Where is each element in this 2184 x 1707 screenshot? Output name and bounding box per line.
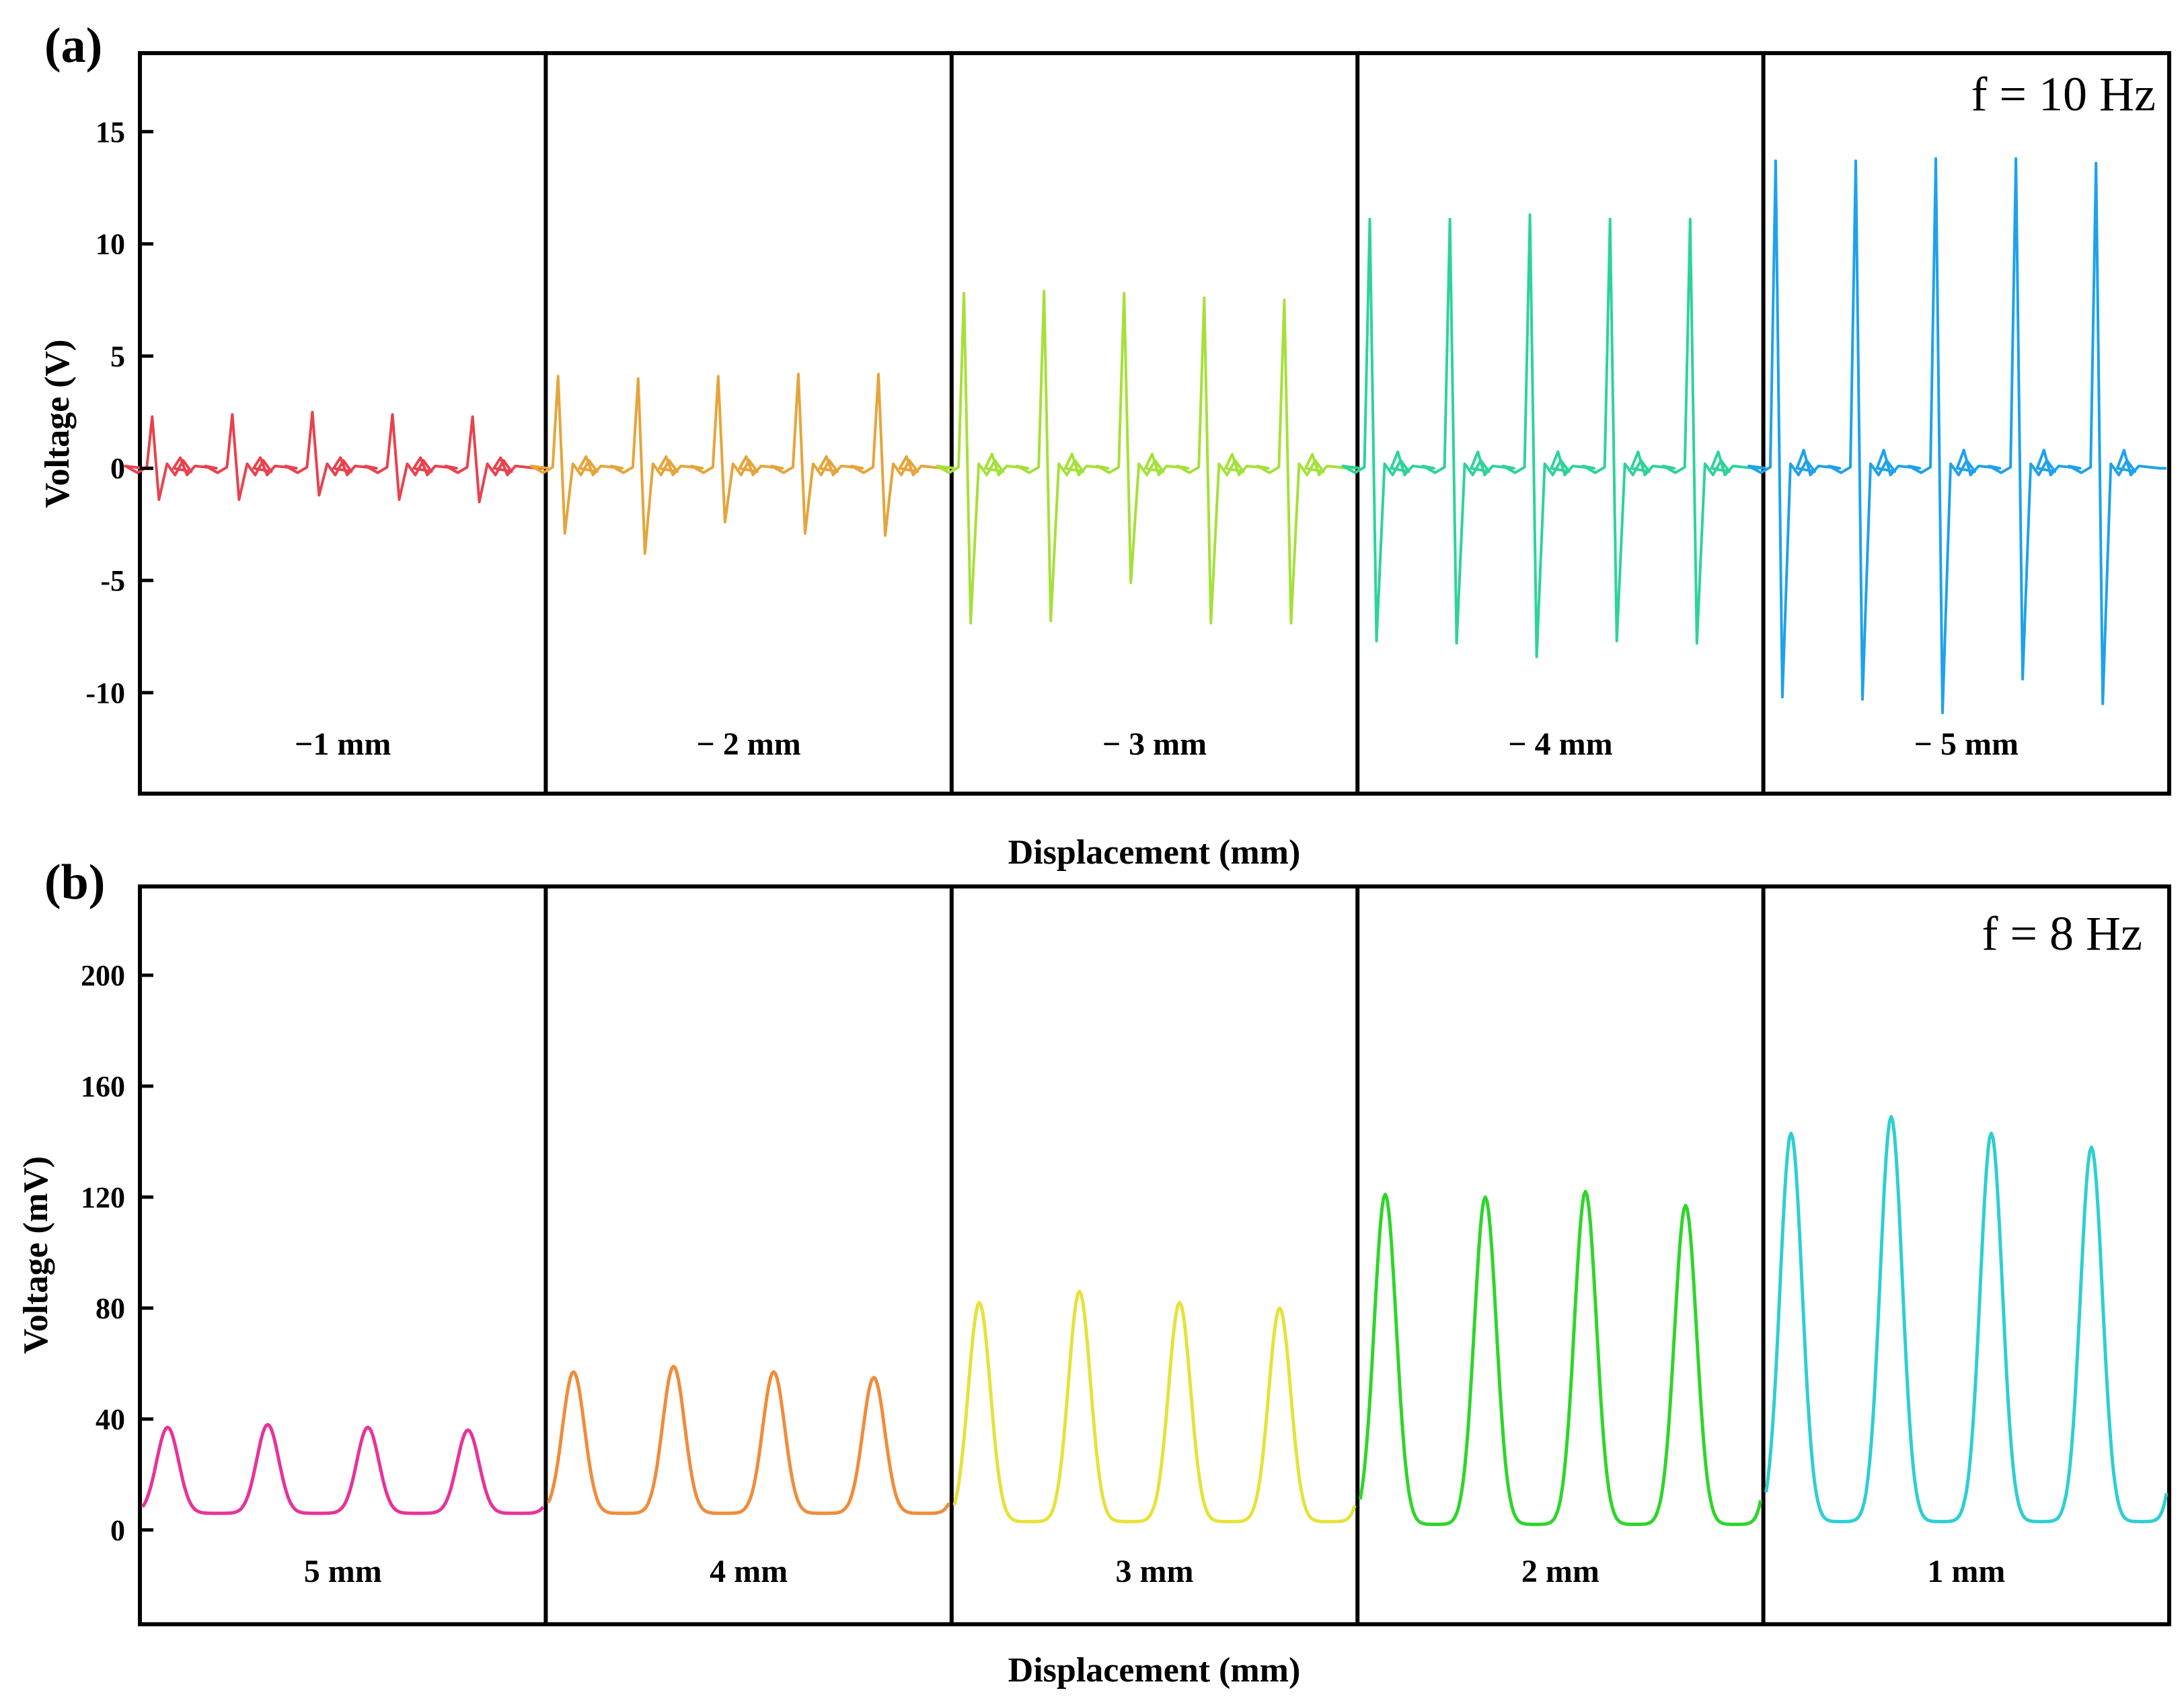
- b-series-line: [952, 1289, 1357, 1523]
- b-segment-label: 4 mm: [710, 1554, 788, 1589]
- a-segment-label: −1 mm: [295, 726, 391, 762]
- a-y-tick-label: 5: [110, 340, 125, 373]
- b-y-tick-label: 80: [96, 1292, 125, 1325]
- panel-b-series: [141, 1114, 2169, 1526]
- b-segment-label: 5 mm: [304, 1554, 382, 1589]
- panel-b-label: (b): [44, 855, 105, 910]
- a-y-tick-label: -5: [100, 564, 125, 597]
- a-y-tick-label: 15: [96, 116, 125, 149]
- b-y-tick-label: 200: [81, 959, 125, 992]
- a-series-line: [529, 373, 949, 555]
- panel-b-y-axis: 200 160 120 80 40 0: [81, 959, 153, 1547]
- b-y-tick-label: 120: [81, 1181, 125, 1214]
- a-y-tick-label: 10: [96, 228, 125, 261]
- panel-b-segment-labels: 5 mm 4 mm 3 mm 2 mm 1 mm: [304, 1554, 2006, 1589]
- panel-a-dividers: [543, 53, 1766, 794]
- panel-b-x-axis-title: Displacement (mm): [1008, 1651, 1301, 1690]
- panel-b-frequency: f = 8 Hz: [1982, 907, 2142, 960]
- a-segment-label: − 2 mm: [696, 726, 800, 762]
- a-segment-label: − 4 mm: [1508, 726, 1612, 762]
- panel-a-series: [124, 157, 2167, 714]
- b-series-line: [1764, 1114, 2169, 1523]
- panel-b-frame: [138, 884, 2171, 1626]
- b-series-line: [1358, 1190, 1763, 1526]
- a-series-line: [1747, 157, 2167, 714]
- panel-a-y-axis-title: Voltage (V): [38, 340, 77, 508]
- panel-a-x-axis-title: Displacement (mm): [1008, 833, 1301, 872]
- a-segment-label: − 3 mm: [1102, 726, 1207, 762]
- a-series-line: [1341, 213, 1761, 658]
- a-series-line: [936, 289, 1355, 625]
- panel-b-y-axis-title: Voltage (mV): [17, 1156, 55, 1354]
- panel-a-segment-labels: −1 mm − 2 mm − 3 mm − 4 mm − 5 mm: [295, 726, 2019, 762]
- panel-a-y-axis: 15 10 5 0 -5 -10: [85, 116, 153, 710]
- panel-a-frequency: f = 10 Hz: [1971, 67, 2156, 121]
- panel-b-dividers: [543, 886, 1766, 1624]
- a-y-tick-label: -10: [85, 677, 125, 710]
- b-segment-label: 2 mm: [1521, 1554, 1599, 1589]
- b-segment-label: 1 mm: [1927, 1554, 2005, 1589]
- a-y-tick-label: 0: [110, 452, 125, 485]
- a-series-line: [124, 410, 543, 504]
- b-y-tick-label: 0: [110, 1514, 125, 1547]
- panel-a-frame: [138, 51, 2171, 796]
- b-series-line: [141, 1422, 545, 1515]
- b-series-line: [547, 1365, 950, 1515]
- b-y-tick-label: 40: [96, 1403, 125, 1436]
- b-y-tick-label: 160: [81, 1070, 125, 1103]
- panel-a-label: (a): [44, 18, 102, 73]
- b-segment-label: 3 mm: [1116, 1554, 1194, 1589]
- a-segment-label: − 5 mm: [1914, 726, 2019, 762]
